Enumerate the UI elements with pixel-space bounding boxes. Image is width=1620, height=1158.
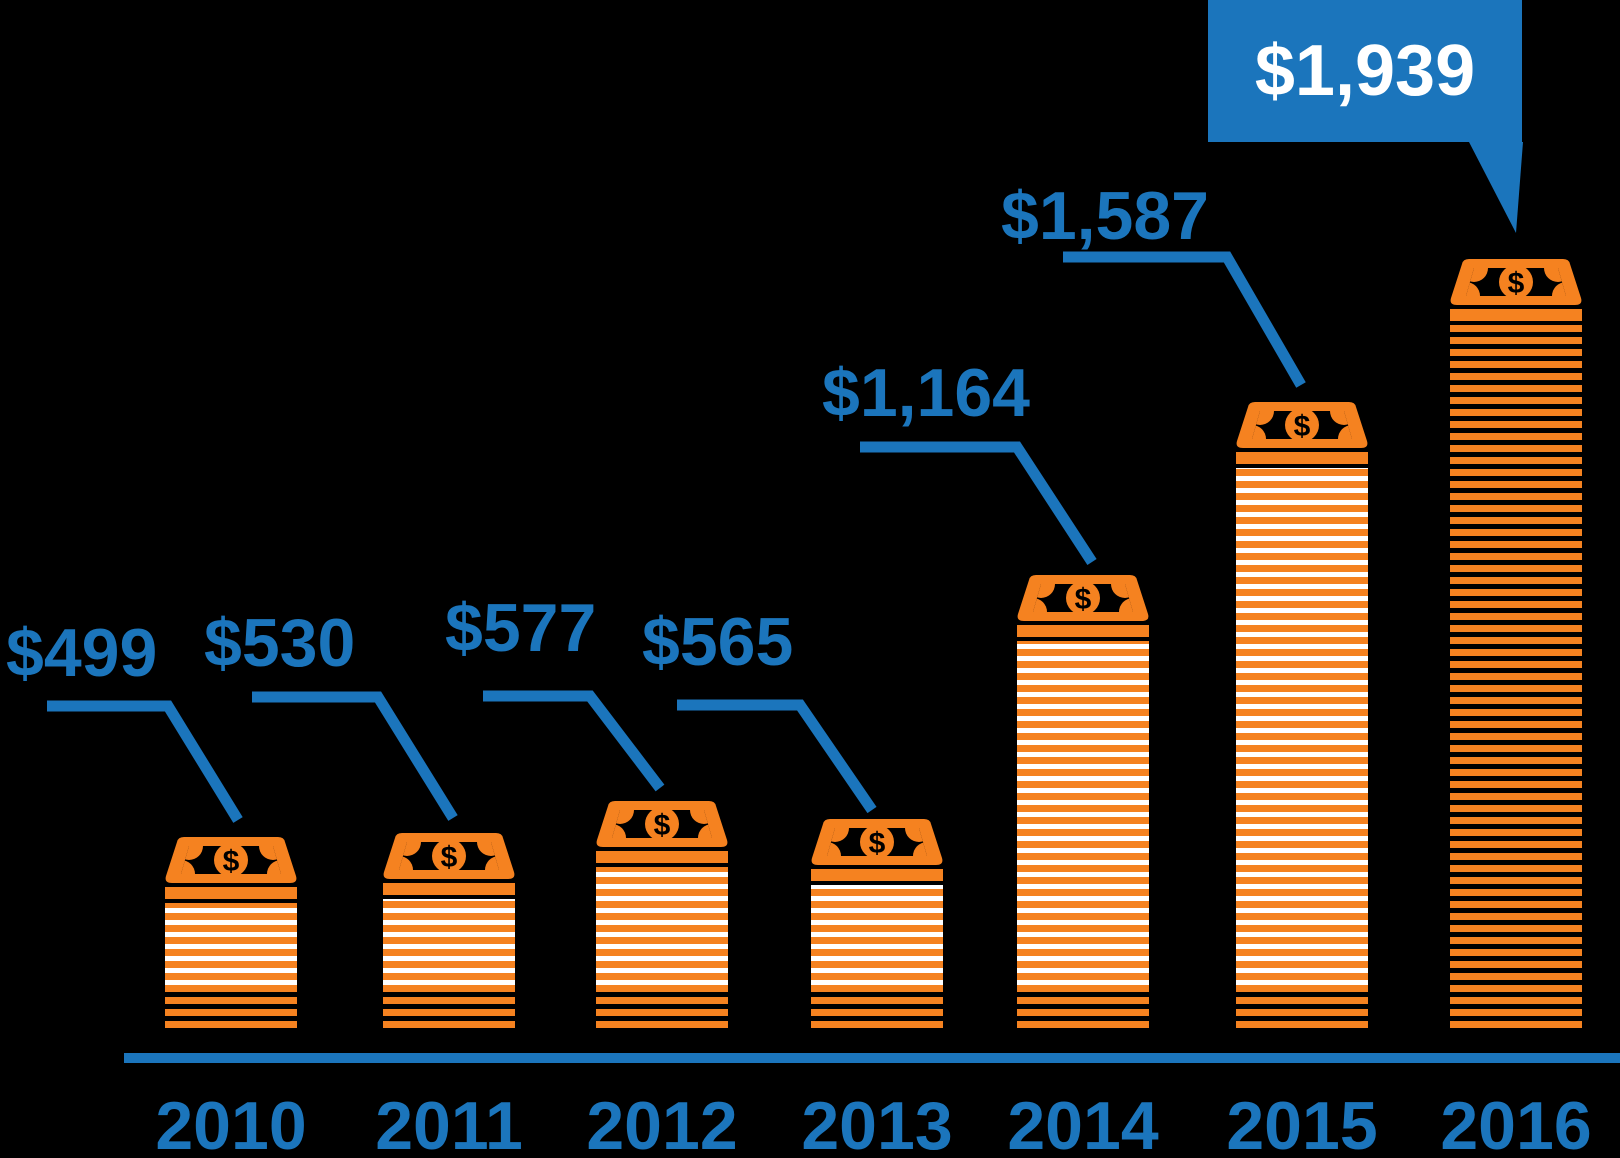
bill-edge-stripe <box>383 879 515 899</box>
bill-stripes-foot <box>165 992 297 1028</box>
value-label-2011: $530 <box>204 605 356 681</box>
bill-stripes-banded-body <box>383 899 515 992</box>
connector-line-2012 <box>483 690 665 792</box>
bill-edge-stripe <box>596 847 728 867</box>
bill-edge-stripe <box>1450 305 1582 325</box>
bill-stripes-foot <box>1017 992 1149 1028</box>
value-label-2012: $577 <box>445 590 597 666</box>
bill-stripes-foot <box>811 992 943 1028</box>
money-stack-2010: $ <box>165 837 297 1028</box>
dollar-bill-icon: $ <box>1236 402 1368 448</box>
x-tick-2012: 2012 <box>586 1088 738 1158</box>
connector-line-2011 <box>252 691 458 821</box>
money-stack-2013: $ <box>811 819 943 1028</box>
value-label-2015: $1,587 <box>1001 178 1209 254</box>
callout-bubble-2016: $1,939 <box>1208 0 1522 142</box>
bill-stripes-foot <box>1236 992 1368 1028</box>
svg-text:$: $ <box>654 809 671 842</box>
dollar-bill-icon: $ <box>1450 259 1582 305</box>
svg-text:$: $ <box>1508 267 1525 300</box>
bill-edge-stripe <box>1017 621 1149 641</box>
bill-stripes-banded-body <box>596 867 728 992</box>
bill-stripes-banded-body <box>165 903 297 992</box>
bill-stripes-banded-body <box>1236 468 1368 992</box>
money-stack-2012: $ <box>596 801 728 1028</box>
value-label-2014: $1,164 <box>822 355 1030 431</box>
dollar-bill-icon: $ <box>811 819 943 865</box>
bill-stripes-banded-body <box>1017 641 1149 992</box>
dollar-bill-icon: $ <box>165 837 297 883</box>
x-axis-baseline <box>124 1053 1620 1063</box>
value-label-2010: $499 <box>6 615 158 691</box>
bill-stripes-foot <box>383 992 515 1028</box>
x-tick-2011: 2011 <box>375 1088 523 1158</box>
callout-tail-pointer <box>1469 142 1523 233</box>
connector-line-2014 <box>860 441 1097 566</box>
x-tick-2014: 2014 <box>1007 1088 1159 1158</box>
bill-stripes-banded-body <box>811 885 943 992</box>
x-tick-2015: 2015 <box>1226 1088 1378 1158</box>
svg-text:$: $ <box>1294 410 1311 443</box>
bill-edge-stripe <box>1236 448 1368 468</box>
bill-edge-stripe <box>165 883 297 903</box>
connector-line-2010 <box>47 700 243 823</box>
svg-text:$: $ <box>223 845 240 878</box>
connector-line-2013 <box>677 699 877 814</box>
svg-text:$: $ <box>441 841 458 874</box>
money-stack-2011: $ <box>383 833 515 1028</box>
connector-line-2015 <box>1063 251 1306 388</box>
x-tick-2013: 2013 <box>801 1088 953 1158</box>
dollar-bill-icon: $ <box>383 833 515 879</box>
svg-text:$: $ <box>869 827 886 860</box>
dollar-bill-icon: $ <box>1017 575 1149 621</box>
callout-value-label: $1,939 <box>1254 31 1476 111</box>
dollar-bill-icon: $ <box>596 801 728 847</box>
bill-edge-stripe <box>811 865 943 885</box>
bill-stripes-foot <box>596 992 728 1028</box>
x-tick-2010: 2010 <box>155 1088 307 1158</box>
value-label-2013: $565 <box>642 604 794 680</box>
bill-stripes-body <box>1450 325 1582 1028</box>
money-stack-2015: $ <box>1236 402 1368 1028</box>
x-tick-2016: 2016 <box>1440 1088 1592 1158</box>
svg-text:$: $ <box>1075 583 1092 616</box>
money-stack-2016: $ <box>1450 259 1582 1028</box>
money-stack-2014: $ <box>1017 575 1149 1028</box>
